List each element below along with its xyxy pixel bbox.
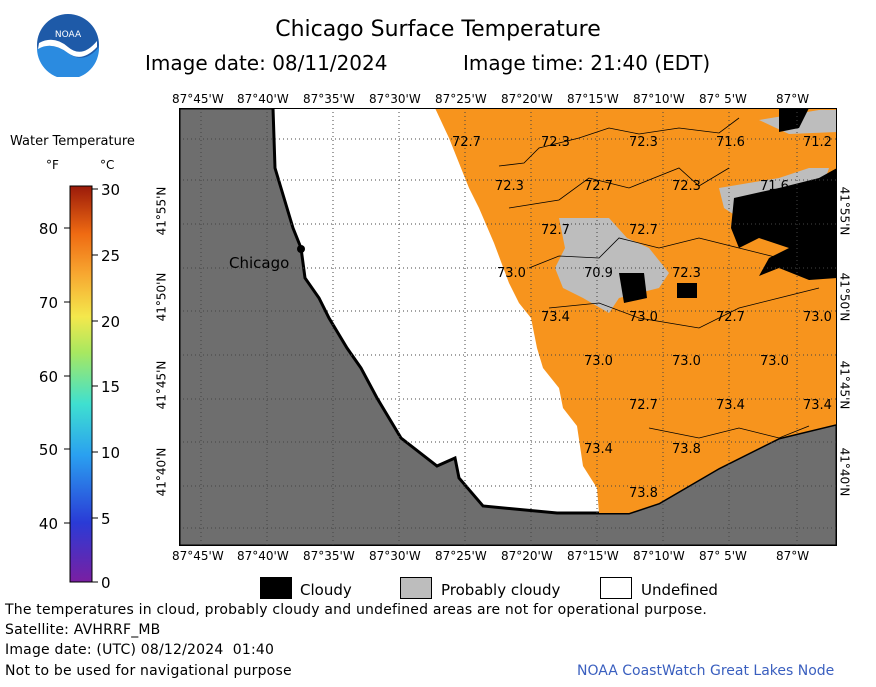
- temp-label: 72.3: [629, 135, 658, 150]
- temp-label: 72.7: [541, 223, 570, 238]
- lon-label: 87°45'W: [172, 549, 224, 563]
- temperature-map: Chicago 72.7 72.3 72.3 71.6 71.2 72.3 72…: [177, 106, 839, 548]
- colorbar: [64, 185, 98, 583]
- colorbar-tick-c: 25: [101, 247, 121, 265]
- lon-label: 87°35'W: [303, 549, 355, 563]
- lon-label: 87°W: [776, 549, 810, 563]
- colorbar-tick-f: 40: [38, 515, 58, 533]
- image-time: Image time: 21:40 (EDT): [463, 51, 711, 75]
- isotherm-line: [528, 237, 820, 269]
- legend-swatch-cloudy: [260, 577, 292, 599]
- isotherm-line: [498, 117, 740, 167]
- temp-label: 73.8: [672, 442, 701, 457]
- lat-label: 41°40'N: [154, 447, 169, 497]
- footer-nav-warning: Not to be used for navigational purpose: [5, 663, 292, 679]
- lat-label: 41°45'N: [837, 360, 852, 410]
- colorbar-tick-f: 70: [38, 294, 58, 312]
- lon-label: 87°10'W: [633, 549, 685, 563]
- temp-label: 73.4: [584, 442, 613, 457]
- temp-label: 72.7: [629, 398, 658, 413]
- colorbar-tick-c: 20: [101, 313, 121, 331]
- lat-label: 41°55'N: [837, 186, 852, 236]
- lon-label: 87°15'W: [567, 549, 619, 563]
- temp-label: 73.0: [672, 354, 701, 369]
- temp-label: 72.3: [672, 179, 701, 194]
- colorbar-tick-c: 10: [101, 444, 121, 462]
- temp-label: 72.7: [584, 179, 613, 194]
- temp-label: 73.0: [760, 354, 789, 369]
- lon-label: 87°25'W: [435, 92, 487, 106]
- legend-label-undefined: Undefined: [641, 581, 718, 599]
- colorbar-tick-f: 60: [38, 368, 58, 386]
- temp-label: 73.8: [629, 486, 658, 501]
- footer-credit: NOAA CoastWatch Great Lakes Node: [577, 663, 835, 679]
- temp-label: 70.9: [584, 266, 613, 281]
- lon-label: 87°W: [776, 92, 810, 106]
- colorbar-unit-f: °F: [46, 158, 59, 172]
- isotherm-line: [508, 167, 730, 209]
- svg-text:NOAA: NOAA: [55, 30, 82, 40]
- lon-label: 87° 5'W: [699, 92, 747, 106]
- colorbar-tick-c: 30: [101, 181, 121, 199]
- lat-label: 41°50'N: [837, 272, 852, 322]
- isotherm-line: [548, 287, 820, 329]
- lon-label: 87°30'W: [369, 549, 421, 563]
- temp-label: 72.3: [541, 135, 570, 150]
- lon-label: 87° 5'W: [699, 549, 747, 563]
- lon-label: 87°20'W: [501, 549, 553, 563]
- image-date: Image date: 08/11/2024: [145, 51, 388, 75]
- temp-label: 72.7: [716, 310, 745, 325]
- temp-label: 73.4: [716, 398, 745, 413]
- lon-label: 87°45'W: [172, 92, 224, 106]
- city-label: Chicago: [229, 254, 289, 272]
- temp-label: 73.0: [497, 266, 526, 281]
- temp-label: 73.4: [541, 310, 570, 325]
- lat-label: 41°45'N: [154, 360, 169, 410]
- lat-label: 41°40'N: [837, 447, 852, 497]
- temp-label: 73.0: [803, 310, 832, 325]
- colorbar-tick-f: 50: [38, 441, 58, 459]
- lon-label: 87°10'W: [633, 92, 685, 106]
- lon-label: 87°40'W: [237, 549, 289, 563]
- temp-label: 72.3: [495, 179, 524, 194]
- legend-label-cloudy: Cloudy: [300, 581, 352, 599]
- cloudy-area: [677, 283, 697, 298]
- colorbar-tick-c: 15: [101, 378, 121, 396]
- noaa-logo: NOAA: [36, 13, 100, 80]
- lon-label: 87°40'W: [237, 92, 289, 106]
- lon-label: 87°20'W: [501, 92, 553, 106]
- temp-label: 73.0: [584, 354, 613, 369]
- footer-satellite: Satellite: AVHRRF_MB: [5, 622, 161, 638]
- legend-swatch-probably-cloudy: [400, 577, 432, 599]
- temp-label: 71.6: [716, 135, 745, 150]
- temp-label: 72.3: [672, 266, 701, 281]
- lon-label: 87°30'W: [369, 92, 421, 106]
- footer-note: The temperatures in cloud, probably clou…: [5, 602, 708, 618]
- colorbar-tick-c: 0: [101, 574, 111, 592]
- isotherm-line: [648, 425, 810, 439]
- cloudy-area: [619, 273, 647, 303]
- footer-utc-date: Image date: (UTC) 08/12/2024 01:40: [5, 642, 275, 658]
- cloudy-area: [779, 108, 809, 132]
- colorbar-tick-c: 5: [101, 510, 111, 528]
- page-title: Chicago Surface Temperature: [275, 17, 601, 42]
- temp-label: 72.7: [629, 223, 658, 238]
- colorbar-unit-c: °C: [100, 158, 115, 172]
- colorbar-tick-f: 80: [38, 220, 58, 238]
- lon-label: 87°25'W: [435, 549, 487, 563]
- temp-label: 72.7: [452, 135, 481, 150]
- legend-swatch-undefined: [600, 577, 632, 599]
- lat-label: 41°50'N: [154, 272, 169, 322]
- temp-label: 73.0: [629, 310, 658, 325]
- colorbar-title: Water Temperature: [10, 134, 135, 149]
- lat-label: 41°55'N: [154, 186, 169, 236]
- lon-label: 87°15'W: [567, 92, 619, 106]
- temp-label: 71.2: [803, 135, 832, 150]
- chicago-marker: [297, 245, 305, 253]
- lon-label: 87°35'W: [303, 92, 355, 106]
- temp-label: 73.4: [803, 398, 832, 413]
- temp-label: 71.6: [760, 179, 789, 194]
- legend-label-probably-cloudy: Probably cloudy: [441, 581, 561, 599]
